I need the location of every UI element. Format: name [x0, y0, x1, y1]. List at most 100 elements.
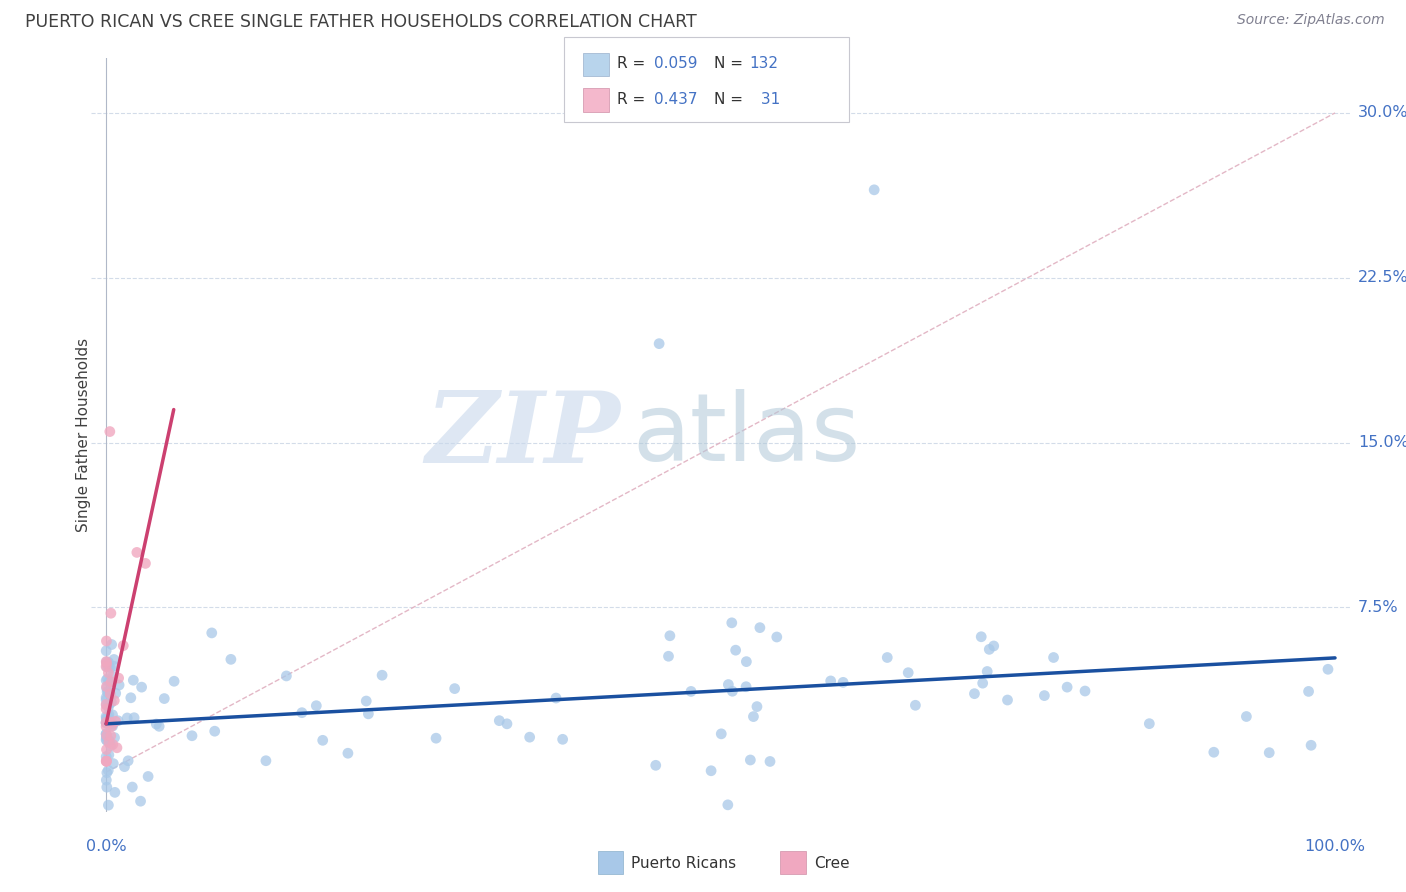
Point	[96, 754, 118, 768]
Point	[100, 675, 122, 690]
Point	[863, 183, 886, 197]
Text: 31: 31	[756, 92, 780, 106]
Point	[97, 747, 120, 762]
Point	[97, 707, 120, 722]
Point	[735, 655, 758, 669]
Point	[105, 740, 128, 755]
Point	[657, 649, 679, 664]
Point	[148, 719, 170, 733]
Point	[1258, 746, 1281, 760]
Point	[103, 659, 125, 673]
Point	[488, 714, 510, 728]
Point	[96, 698, 118, 712]
Point	[145, 717, 167, 731]
Point	[876, 650, 898, 665]
Point	[96, 681, 118, 695]
Point	[897, 665, 920, 680]
Point	[100, 606, 122, 620]
Point	[97, 710, 120, 724]
Point	[96, 727, 118, 741]
Point	[721, 684, 744, 698]
Point	[103, 652, 125, 666]
Point	[98, 674, 121, 689]
Point	[717, 677, 740, 691]
Point	[644, 758, 666, 772]
Point	[96, 702, 118, 716]
Point	[101, 738, 124, 752]
Point	[94, 693, 117, 707]
Point	[94, 659, 117, 673]
Point	[354, 694, 377, 708]
Point	[972, 676, 994, 690]
Point	[745, 699, 768, 714]
Text: atlas: atlas	[633, 389, 860, 481]
Point	[100, 719, 122, 733]
Point	[96, 657, 118, 671]
Point	[96, 749, 118, 764]
Point	[97, 764, 120, 778]
Point	[98, 661, 121, 675]
Point	[97, 665, 120, 680]
Point	[100, 729, 122, 743]
Point	[100, 715, 122, 730]
Point	[125, 545, 148, 559]
Point	[700, 764, 723, 778]
Text: 0.437: 0.437	[654, 92, 697, 106]
Point	[1074, 684, 1097, 698]
Point	[96, 698, 118, 712]
Point	[98, 714, 121, 729]
Point	[181, 729, 204, 743]
Point	[96, 660, 118, 674]
Point	[1301, 739, 1323, 753]
Point	[97, 685, 120, 699]
Point	[104, 714, 127, 729]
Point	[904, 698, 927, 713]
Point	[1056, 680, 1078, 694]
Point	[122, 711, 145, 725]
Point	[104, 785, 127, 799]
Point	[98, 697, 121, 711]
Point	[679, 684, 702, 698]
Text: 22.5%: 22.5%	[1358, 270, 1406, 285]
Point	[1137, 716, 1160, 731]
Point	[658, 629, 681, 643]
Point	[117, 754, 139, 768]
Point	[519, 730, 541, 744]
Point	[96, 780, 118, 795]
Point	[100, 739, 122, 753]
Point	[96, 655, 118, 669]
Point	[832, 675, 855, 690]
Point	[97, 733, 120, 747]
Point	[96, 711, 118, 725]
Point	[765, 630, 787, 644]
Point	[742, 709, 765, 723]
Point	[305, 698, 328, 713]
Point	[100, 674, 122, 689]
Point	[1033, 689, 1056, 703]
Point	[717, 797, 740, 812]
Point	[720, 615, 742, 630]
Point	[443, 681, 465, 696]
Point	[201, 626, 224, 640]
Point	[101, 670, 124, 684]
Text: PUERTO RICAN VS CREE SINGLE FATHER HOUSEHOLDS CORRELATION CHART: PUERTO RICAN VS CREE SINGLE FATHER HOUSE…	[25, 13, 697, 31]
Point	[115, 711, 138, 725]
Point	[101, 719, 124, 733]
Point	[740, 753, 762, 767]
Point	[759, 755, 782, 769]
Point	[96, 772, 118, 787]
Text: Source: ZipAtlas.com: Source: ZipAtlas.com	[1237, 13, 1385, 28]
Text: 132: 132	[749, 56, 779, 70]
Point	[96, 754, 118, 768]
Point	[979, 642, 1001, 657]
Point	[153, 691, 176, 706]
Point	[94, 716, 117, 731]
Point	[100, 638, 122, 652]
Point	[101, 716, 124, 731]
Point	[96, 720, 118, 734]
Point	[710, 727, 733, 741]
Text: 30.0%: 30.0%	[1358, 105, 1406, 120]
Point	[735, 680, 758, 694]
Point	[103, 756, 125, 771]
Point	[134, 557, 156, 571]
